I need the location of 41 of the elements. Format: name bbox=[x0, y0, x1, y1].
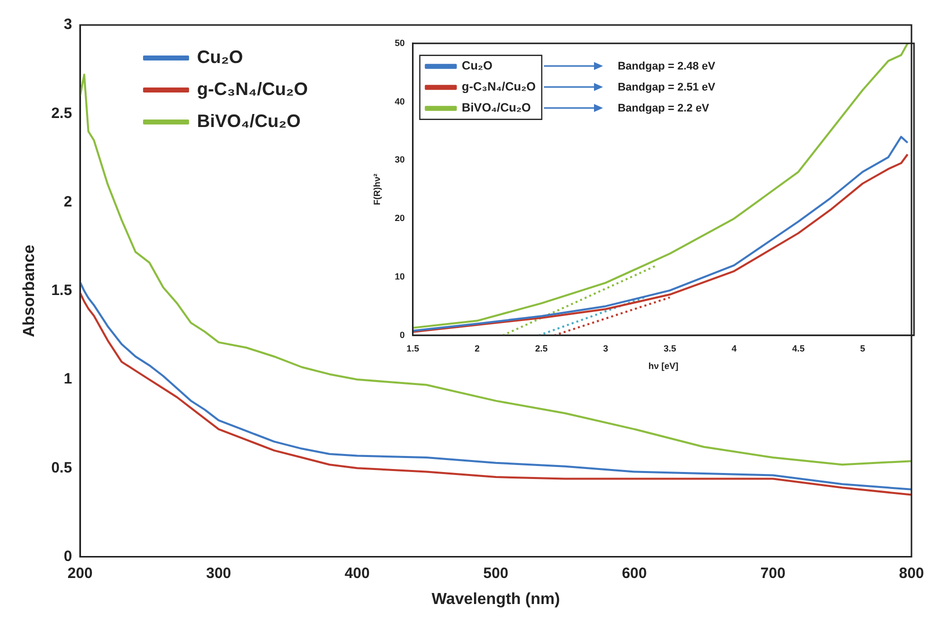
y-tick-label: 40 bbox=[394, 96, 405, 106]
y-tick-label: 0 bbox=[64, 548, 72, 565]
x-tick-label: 500 bbox=[483, 564, 508, 582]
annotation: Bandgap = 2.2 eV bbox=[618, 102, 710, 114]
x-tick-label: 700 bbox=[760, 564, 786, 582]
x-tick-label: 2 bbox=[474, 343, 480, 354]
y-tick-label: 10 bbox=[394, 271, 405, 282]
annotation: Bandgap = 2.48 eV bbox=[618, 60, 716, 72]
y-tick-label: 0 bbox=[400, 330, 405, 340]
x-tick-label: 4.5 bbox=[792, 343, 805, 354]
y-tick-label: 0.5 bbox=[51, 459, 72, 476]
x-tick-label: 600 bbox=[622, 564, 647, 582]
y-tick-label: 1 bbox=[64, 370, 72, 388]
legend-label: g-C₃N₄/Cu₂O bbox=[197, 78, 308, 99]
legend-label: BiVO₄/Cu₂O bbox=[462, 100, 531, 115]
y-tick-label: 2 bbox=[64, 193, 72, 210]
y-tick-label: 2.5 bbox=[51, 104, 72, 122]
y-tick-label: 20 bbox=[394, 213, 405, 224]
legend-label: BiVO₄/Cu₂O bbox=[197, 110, 301, 131]
x-tick-label: 3.5 bbox=[664, 343, 676, 354]
x-tick-label: 5 bbox=[860, 343, 866, 354]
y-tick-label: 30 bbox=[394, 154, 405, 165]
x-tick-label: 800 bbox=[898, 564, 924, 582]
y-tick-label: 50 bbox=[394, 38, 405, 48]
legend-label: Cu₂O bbox=[197, 46, 244, 67]
legend-label: g-C₃N₄/Cu₂O bbox=[462, 80, 536, 94]
x-tick-label: 300 bbox=[206, 564, 232, 582]
y-tick-label: 3 bbox=[64, 16, 72, 34]
x-tick-label: 1.5 bbox=[406, 343, 420, 354]
legend-label: Cu₂O bbox=[462, 58, 492, 73]
x-axis-title: Wavelength (nm) bbox=[432, 590, 560, 608]
annotation: Bandgap = 2.51 eV bbox=[618, 81, 716, 94]
y-axis-title: Absorbance bbox=[21, 244, 38, 338]
x-tick-label: 2.5 bbox=[535, 343, 548, 354]
x-tick-label: 3 bbox=[603, 343, 608, 354]
x-tick-label: 400 bbox=[344, 564, 370, 582]
x-tick-label: 4 bbox=[732, 343, 737, 354]
x-axis-title: hν [eV] bbox=[648, 361, 678, 372]
x-tick-label: 200 bbox=[68, 564, 93, 582]
y-axis-title: F(R)hν² bbox=[372, 174, 382, 206]
y-tick-label: 1.5 bbox=[51, 282, 72, 300]
